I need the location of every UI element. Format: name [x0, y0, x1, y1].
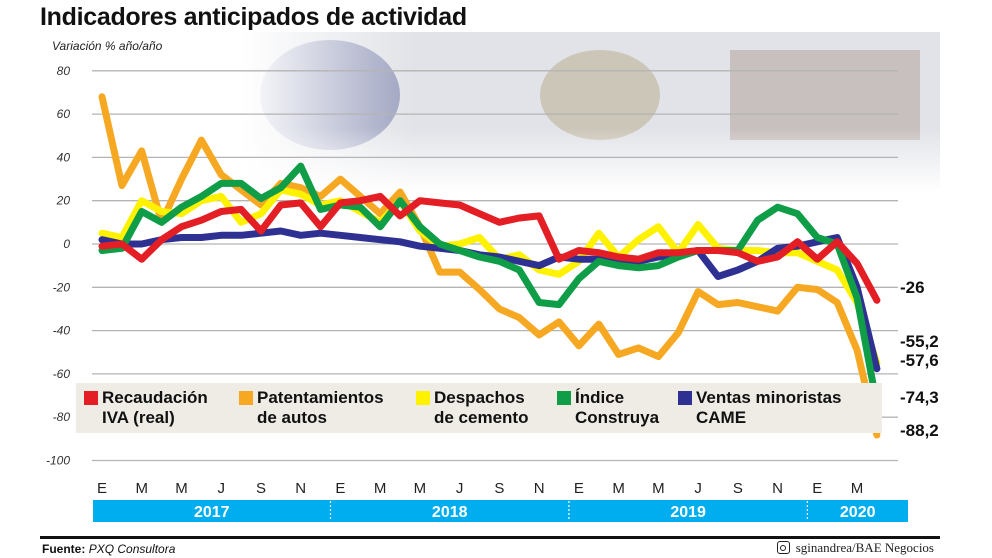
instagram-icon [776, 541, 790, 554]
legend-label: Recaudación [102, 388, 208, 407]
legend: Recaudación IVA (real) Patentamientos de… [76, 383, 882, 433]
y-tick-label: -20 [53, 280, 71, 294]
x-tick-label: J [694, 480, 702, 497]
year-label: 2018 [432, 504, 468, 521]
legend-label: Índice [575, 388, 625, 407]
y-tick-label: -60 [53, 367, 71, 381]
series-line-0 [98, 192, 881, 304]
y-tick-label: -100 [46, 454, 70, 468]
source: Fuente: PXQ Consultora [42, 542, 175, 556]
legend-label: de autos [257, 408, 327, 427]
x-tick-label: M [414, 480, 427, 497]
x-tick-label: E [812, 480, 822, 497]
y-tick-label: 20 [56, 194, 71, 208]
background-photo-collage [240, 32, 940, 192]
legend-item-iva: Recaudación IVA (real) [84, 388, 208, 428]
y-tick-label: 60 [57, 107, 71, 121]
y-tick-label: 0 [63, 237, 70, 251]
end-value-label: -26 [900, 278, 925, 297]
x-tick-label: N [772, 480, 783, 497]
source-label: Fuente: [42, 542, 86, 556]
legend-label: IVA (real) [102, 408, 175, 427]
x-tick-label: S [494, 480, 504, 497]
x-tick-label: E [97, 480, 107, 497]
chart-title: Indicadores anticipados de actividad [40, 3, 467, 31]
x-tick-label: S [256, 480, 266, 497]
footer-divider [40, 536, 940, 539]
legend-swatch [416, 391, 430, 405]
legend-item-ventas: Ventas minoristas CAME [678, 388, 842, 428]
legend-label: Construya [575, 408, 660, 427]
x-tick-label: M [374, 480, 387, 497]
legend-label: Patentamientos [257, 388, 384, 407]
x-tick-label: M [612, 480, 625, 497]
legend-item-despachos: Despachos de cemento [416, 388, 528, 428]
x-tick-label: N [295, 480, 306, 497]
x-tick-label: M [652, 480, 665, 497]
x-tick-label: E [574, 480, 584, 497]
x-tick-label: M [135, 480, 148, 497]
series-line-3 [98, 162, 881, 409]
credit-text: sginandrea/BAE Negocios [795, 540, 934, 555]
year-bar [93, 500, 908, 522]
year-label: 2017 [194, 504, 230, 521]
y-tick-label: -80 [53, 410, 71, 424]
end-value-label: -55,2 [900, 332, 939, 351]
y-tick-label: 40 [57, 150, 71, 164]
legend-label: CAME [696, 408, 747, 427]
legend-swatch [84, 391, 98, 405]
credit: sginandrea/BAE Negocios [776, 540, 934, 556]
legend-swatch [557, 391, 571, 405]
legend-swatch [678, 391, 692, 405]
legend-label: de cemento [434, 408, 529, 427]
y-axis-label: Variación % año/año [52, 39, 163, 53]
year-label: 2019 [670, 504, 706, 521]
x-tick-label: J [217, 480, 225, 497]
x-tick-label: S [733, 480, 743, 497]
x-tick-label: M [851, 480, 864, 497]
x-tick-label: J [456, 480, 464, 497]
legend-swatch [239, 391, 253, 405]
end-value-label: -88,2 [900, 421, 939, 440]
x-tick-label: M [175, 480, 188, 497]
legend-label: Ventas minoristas [696, 388, 842, 407]
x-tick-label: N [534, 480, 545, 497]
year-label: 2020 [840, 504, 876, 521]
y-tick-label: -40 [53, 324, 71, 338]
end-value-label: -57,6 [900, 351, 939, 370]
x-tick-label: E [335, 480, 345, 497]
source-name: PXQ Consultora [88, 542, 176, 556]
end-value-label: -74,3 [900, 388, 939, 407]
legend-item-patentamientos: Patentamientos de autos [239, 388, 384, 428]
y-tick-label: 80 [57, 64, 71, 78]
legend-label: Despachos [434, 388, 525, 407]
legend-item-construya: Índice Construya [557, 388, 659, 428]
